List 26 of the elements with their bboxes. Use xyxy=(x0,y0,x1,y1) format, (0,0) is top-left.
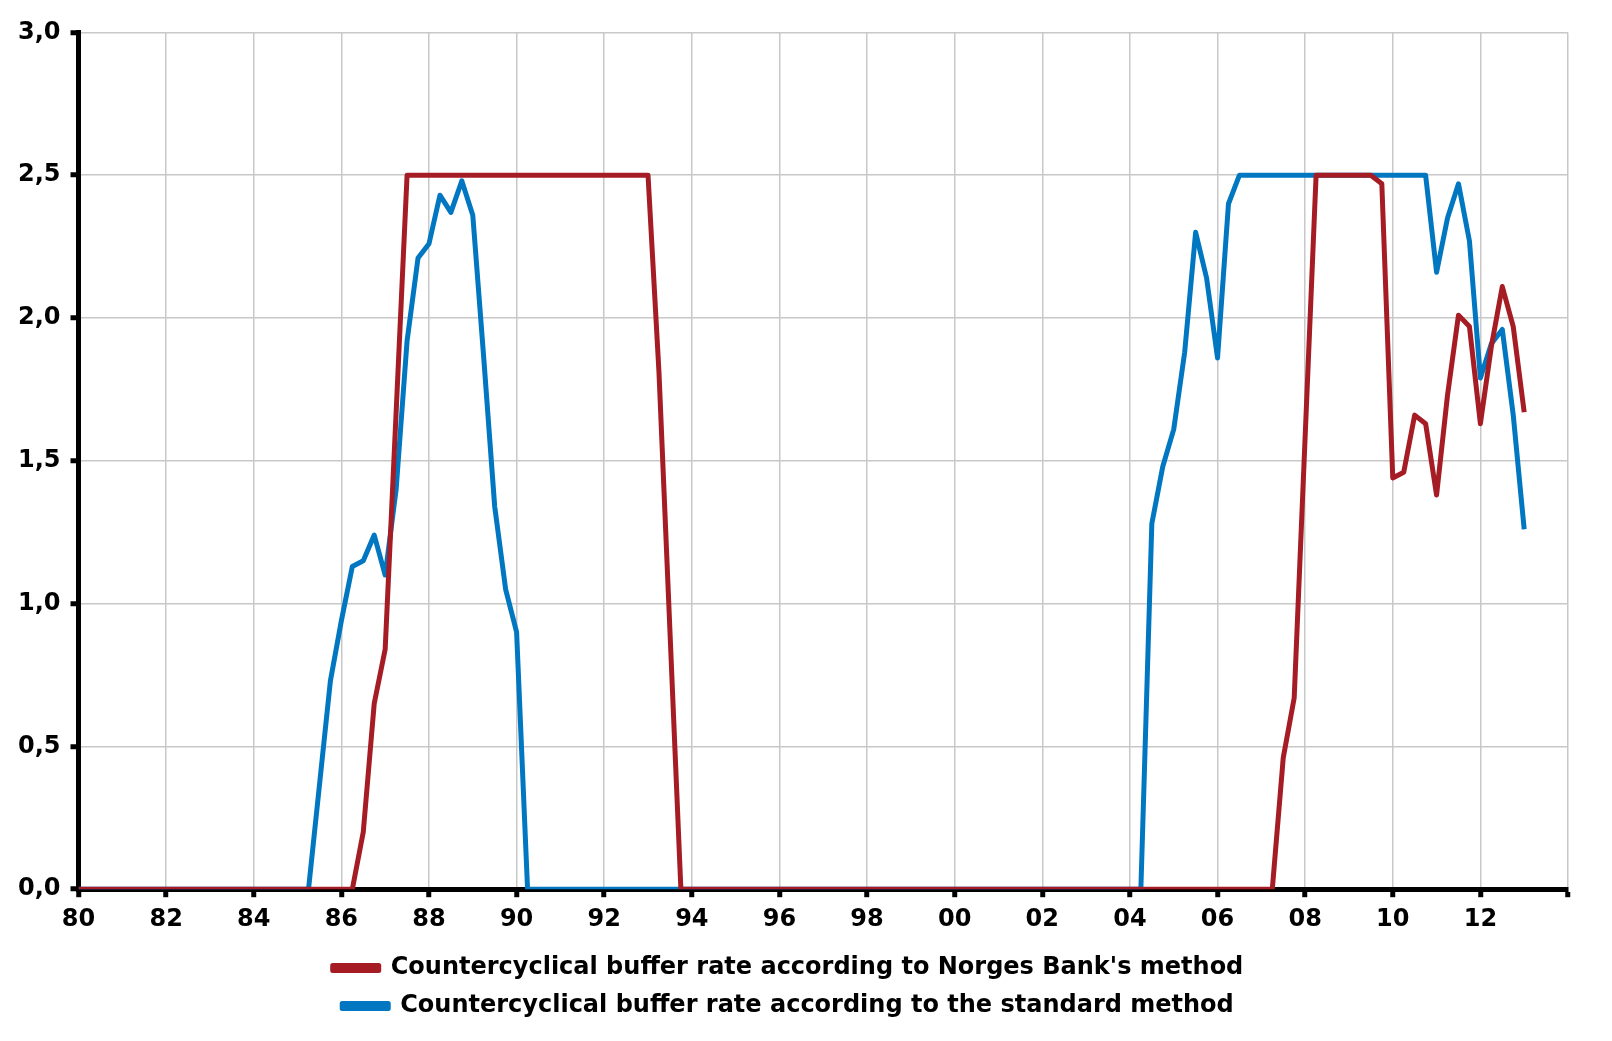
y-tick-label: 1,0 xyxy=(18,587,61,616)
x-tick-label: 94 xyxy=(675,903,709,932)
x-tick-label: 84 xyxy=(237,903,271,932)
x-tick-label: 88 xyxy=(412,903,446,932)
x-tick-label: 98 xyxy=(850,903,884,932)
x-tick-label: 12 xyxy=(1463,903,1498,932)
x-tick-label: 06 xyxy=(1200,903,1235,932)
x-tick-label: 04 xyxy=(1113,903,1147,932)
x-tick-label: 80 xyxy=(61,903,96,932)
x-tick-label: 92 xyxy=(587,903,621,932)
x-tick-label: 96 xyxy=(762,903,797,932)
x-tick-label: 02 xyxy=(1025,903,1059,932)
x-tick-label: 86 xyxy=(324,903,359,932)
y-tick-label: 0,5 xyxy=(18,730,61,759)
y-tick-label: 3,0 xyxy=(18,16,61,45)
x-tick-label: 00 xyxy=(937,903,972,932)
x-tick-label: 90 xyxy=(499,903,534,932)
y-tick-label: 1,5 xyxy=(18,445,61,474)
y-tick-label: 0,0 xyxy=(18,873,61,902)
y-tick-label: 2,0 xyxy=(18,302,61,331)
x-tick-label: 10 xyxy=(1376,903,1410,932)
x-tick-label: 08 xyxy=(1288,903,1322,932)
legend-label: Countercyclical buffer rate according to Norges Bank's method xyxy=(390,952,1244,981)
x-tick-label: 82 xyxy=(149,903,183,932)
y-tick-label: 2,5 xyxy=(18,159,61,188)
legend-label: Countercyclical buffer rate according to the standard method xyxy=(400,990,1234,1019)
